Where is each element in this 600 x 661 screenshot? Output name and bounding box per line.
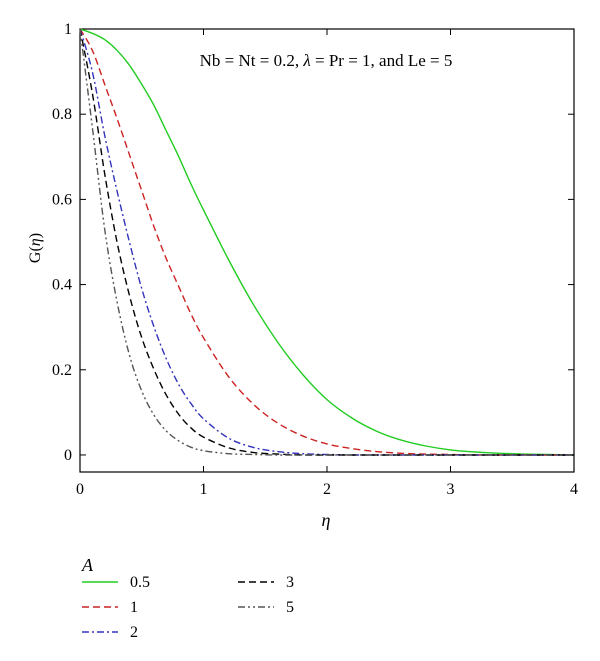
- series-line-2: [79, 28, 574, 456]
- y-tick-label: 0: [64, 447, 72, 464]
- y-tick-label: 1: [64, 21, 72, 38]
- y-tick-label: 0.4: [52, 277, 72, 294]
- y-tick-label: 0.2: [52, 362, 72, 379]
- legend-label: 0.5: [130, 574, 150, 591]
- x-axis-label: η: [322, 510, 331, 530]
- plot-frame: [79, 28, 575, 473]
- legend-label: 1: [130, 599, 138, 616]
- x-tick-label: 3: [447, 481, 455, 498]
- legend-title: A: [81, 555, 94, 575]
- y-tick-label: 0.8: [52, 106, 72, 123]
- x-tick-label: 1: [200, 481, 208, 498]
- series-lines: [79, 28, 575, 456]
- y-axis: 0 0.2 0.4 0.6 0.8 1: [52, 21, 574, 464]
- chart-annotation: Nb = Nt = 0.2, λ = Pr = 1, and Le = 5: [200, 51, 453, 70]
- series-line-0-5: [79, 28, 575, 456]
- legend: A 0.5 1 2 3 5: [81, 555, 294, 641]
- legend-label: 2: [130, 624, 138, 641]
- series-line-5: [79, 28, 574, 456]
- y-axis-label: G(η): [27, 233, 44, 263]
- x-tick-label: 4: [570, 481, 578, 498]
- y-tick-label: 0.6: [52, 191, 72, 208]
- x-tick-label: 0: [76, 481, 84, 498]
- x-axis: 0 1 2 3 4: [76, 29, 578, 498]
- legend-label: 3: [286, 574, 294, 591]
- legend-label: 5: [286, 599, 294, 616]
- series-line-1: [79, 28, 574, 456]
- series-line-3: [79, 28, 574, 456]
- plot-area: [79, 28, 575, 473]
- x-tick-label: 2: [323, 481, 331, 498]
